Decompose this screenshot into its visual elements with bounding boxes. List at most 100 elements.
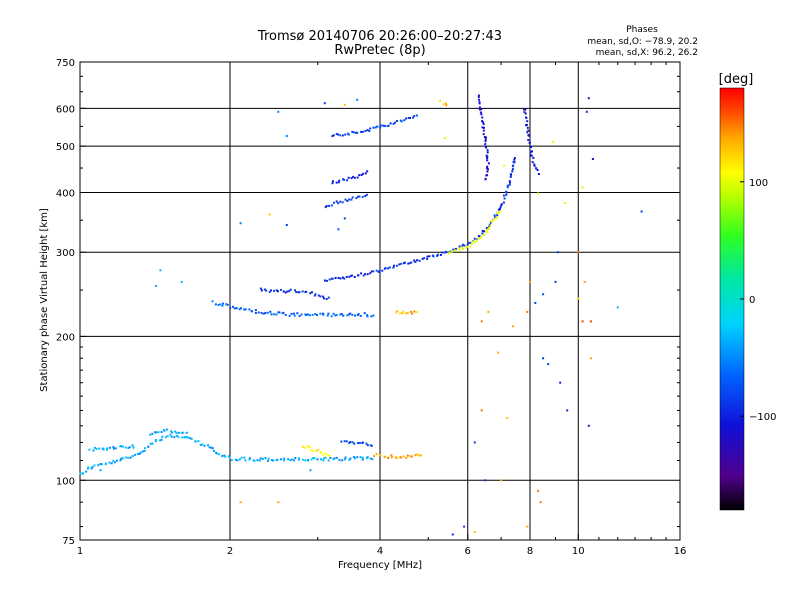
echo-point [360, 130, 363, 133]
echo-point [257, 311, 260, 314]
echo-point [379, 454, 382, 457]
echo-point [276, 458, 279, 461]
echo-point [330, 315, 333, 318]
echo-point [344, 456, 347, 459]
echo-point [100, 463, 103, 466]
echo-point [537, 173, 540, 175]
echo-point [405, 117, 408, 120]
echo-point [335, 314, 338, 316]
echo-point [163, 429, 166, 432]
echo-point [334, 314, 337, 317]
echo-point [93, 464, 96, 467]
echo-point [534, 301, 537, 304]
echo-point [307, 459, 310, 462]
echo-point [297, 291, 300, 294]
echo-point [396, 310, 399, 313]
echo-point [222, 302, 224, 305]
echo-point [486, 155, 489, 158]
echo-point [353, 176, 356, 179]
y-tick-label: 300 [56, 248, 75, 259]
echo-point [361, 441, 364, 444]
echo-point [343, 103, 346, 106]
echo-point [361, 456, 364, 459]
echo-point [372, 126, 375, 129]
echo-point [224, 455, 227, 458]
echo-point [108, 446, 111, 449]
echo-point [177, 431, 180, 434]
echo-point [201, 443, 204, 446]
y-tick-label: 750 [56, 58, 75, 69]
echo-point [487, 168, 489, 171]
echo-point [487, 310, 490, 313]
echo-point [119, 459, 122, 462]
echo-point [234, 458, 237, 461]
echo-point [210, 446, 212, 449]
echo-point [527, 129, 530, 132]
echo-point [256, 459, 259, 462]
echo-point [481, 116, 484, 119]
echo-point [181, 431, 184, 434]
echo-point [319, 295, 322, 298]
echo-point [275, 289, 278, 292]
echo-point [458, 245, 461, 248]
echo-point [240, 307, 242, 310]
echo-point [358, 195, 361, 198]
echo-point [272, 459, 275, 462]
echo-point [486, 159, 489, 162]
echo-point [106, 447, 109, 450]
echo-point [505, 190, 507, 193]
echo-point [583, 280, 586, 283]
echo-point [390, 456, 393, 459]
echo-point [441, 251, 444, 254]
echo-point [340, 440, 343, 443]
echo-point [282, 459, 285, 462]
echo-point [457, 247, 460, 250]
echo-point [345, 440, 348, 443]
echo-point [393, 264, 395, 267]
echo-point [494, 216, 496, 219]
echo-point [390, 454, 393, 457]
echo-point [487, 228, 490, 231]
echo-point [491, 220, 494, 222]
echo-point [233, 307, 236, 310]
echo-point [532, 156, 535, 159]
echo-point [351, 274, 354, 277]
echo-point [333, 201, 335, 204]
echo-point [495, 216, 498, 219]
echo-point [289, 459, 292, 462]
echo-point [409, 117, 411, 119]
echo-point [343, 217, 346, 220]
echo-point [112, 447, 115, 450]
echo-point [214, 303, 217, 306]
y-tick-label: 200 [56, 332, 75, 343]
echo-point [509, 173, 512, 176]
echo-point [353, 442, 356, 445]
echo-point [366, 129, 369, 132]
echo-point [105, 462, 107, 465]
echo-point [258, 459, 261, 462]
echo-point [243, 456, 246, 459]
echo-point [405, 312, 408, 315]
echo-point [380, 124, 382, 127]
echo-point [348, 313, 351, 316]
echo-point [365, 442, 368, 445]
echo-point [496, 211, 499, 214]
echo-point [426, 258, 429, 260]
echo-point [506, 186, 509, 189]
echo-point [372, 314, 375, 317]
echo-point [351, 441, 354, 444]
echo-point [443, 251, 446, 254]
echo-point [419, 454, 422, 457]
echo-point [412, 116, 415, 119]
echo-point [509, 181, 511, 184]
echo-point [314, 313, 317, 315]
echo-point [503, 197, 506, 200]
echo-point [352, 131, 355, 134]
echo-point [480, 320, 483, 323]
echo-point [356, 131, 359, 134]
echo-point [127, 447, 130, 449]
echo-point [212, 449, 215, 452]
echo-point [453, 249, 456, 252]
echo-point [467, 242, 470, 245]
echo-point [406, 312, 409, 315]
